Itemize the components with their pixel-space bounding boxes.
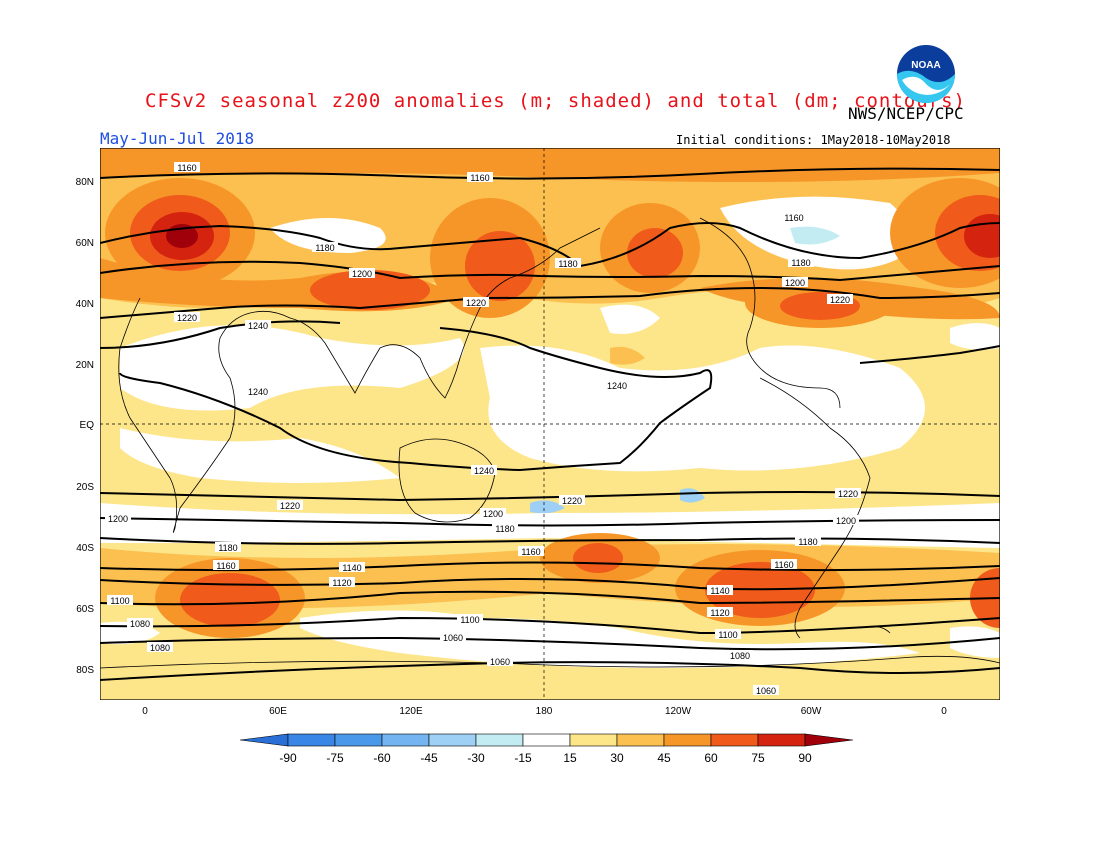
- colorbar: -90 -75 -60 -45 -30 -15 15 30 45 60 75 90: [240, 733, 854, 765]
- lat-label: 80N: [76, 177, 94, 188]
- colorbar-label: 30: [610, 751, 624, 765]
- colorbar-segment: [569, 733, 618, 747]
- lat-label: 20S: [76, 482, 94, 493]
- lat-label: 60N: [76, 238, 94, 249]
- colorbar-segment: [381, 733, 430, 747]
- colorbar-label: 60: [704, 751, 718, 765]
- colorbar-label: -60: [373, 751, 391, 765]
- contour-label: 1240: [474, 466, 494, 476]
- colorbar-label: 45: [657, 751, 671, 765]
- contour-label: 1200: [483, 509, 503, 519]
- contour-label: 1060: [756, 686, 776, 696]
- lat-label: 80S: [76, 665, 94, 676]
- contour-label: 1120: [710, 608, 729, 618]
- lat-label: 60S: [76, 604, 94, 615]
- lon-label: 120E: [399, 706, 423, 717]
- colorbar-label: -90: [279, 751, 297, 765]
- contour-label: 1180: [315, 243, 334, 253]
- colorbar-segment: [710, 733, 759, 747]
- lon-label: 60E: [269, 706, 287, 717]
- colorbar-arrow-right: [804, 733, 854, 747]
- contour-label: 1180: [218, 543, 237, 553]
- colorbar-label: -75: [326, 751, 344, 765]
- lat-label: 40S: [76, 543, 94, 554]
- contour-label: 1080: [150, 643, 170, 653]
- initial-conditions-label: Initial conditions: 1May2018-10May2018: [676, 133, 951, 147]
- contour-label: 1240: [248, 321, 268, 331]
- contour-label: 1200: [836, 516, 856, 526]
- contour-label: 1220: [562, 496, 582, 506]
- colorbar-label: 90: [798, 751, 812, 765]
- contour-label: 1100: [460, 615, 479, 625]
- colorbar-label: -30: [467, 751, 485, 765]
- colorbar-segment: [475, 733, 524, 747]
- colorbar-segment: [522, 733, 571, 747]
- contour-label: 1180: [791, 258, 810, 268]
- contour-label: 1140: [710, 586, 729, 596]
- colorbar-label: -15: [514, 751, 532, 765]
- colorbar-segment: [287, 733, 336, 747]
- contour-label: 1240: [607, 381, 627, 391]
- contour-label: 1220: [280, 501, 300, 511]
- colorbar-segment: [428, 733, 477, 747]
- colorbar-segment: [616, 733, 665, 747]
- agency-label: NWS/NCEP/CPC: [848, 104, 964, 123]
- contour-label: 1060: [443, 633, 463, 643]
- contour-label: 1180: [798, 537, 817, 547]
- lat-label: 40N: [76, 299, 94, 310]
- contour-label: 1180: [558, 259, 577, 269]
- contour-label: 1160: [521, 547, 540, 557]
- lat-label: EQ: [80, 420, 95, 431]
- colorbar-label: 75: [751, 751, 765, 765]
- colorbar-segment: [757, 733, 806, 747]
- lon-label: 0: [941, 706, 947, 717]
- contour-label: 1200: [352, 269, 372, 279]
- contour-label: 1200: [108, 514, 128, 524]
- anomaly-map: 1160 1160 1160 1180 1180 1180 1200 1200 …: [100, 148, 1000, 700]
- contour-label: 1220: [830, 295, 850, 305]
- lon-label: 180: [536, 706, 553, 717]
- contour-label: 1160: [774, 560, 793, 570]
- colorbar-segment: [334, 733, 383, 747]
- contour-label: 1080: [730, 651, 750, 661]
- contour-label: 1080: [130, 619, 150, 629]
- contour-label: 1200: [785, 278, 805, 288]
- logo-text: NOAA: [911, 60, 940, 71]
- contour-label: 1120: [332, 578, 351, 588]
- contour-label: 1240: [248, 387, 268, 397]
- colorbar-segment: [663, 733, 712, 747]
- colorbar-label: 15: [563, 751, 577, 765]
- contour-label: 1220: [838, 489, 858, 499]
- season-label: May-Jun-Jul 2018: [100, 129, 255, 148]
- colorbar-arrow-left: [240, 733, 289, 747]
- chart-title: CFSv2 seasonal z200 anomalies (m; shaded…: [145, 90, 966, 112]
- lon-label: 120W: [665, 706, 692, 717]
- lat-label: 20N: [76, 360, 94, 371]
- contour-label: 1060: [490, 657, 510, 667]
- lon-label: 0: [142, 706, 148, 717]
- contour-label: 1160: [784, 213, 803, 223]
- contour-label: 1160: [470, 173, 489, 183]
- contour-label: 1100: [110, 596, 129, 606]
- colorbar-label: -45: [420, 751, 438, 765]
- noaa-logo: NOAA: [897, 45, 955, 103]
- lon-label: 60W: [801, 706, 822, 717]
- contour-label: 1160: [177, 163, 196, 173]
- contour-label: 1180: [495, 524, 514, 534]
- contour-label: 1220: [177, 313, 197, 323]
- contour-label: 1140: [342, 563, 361, 573]
- contour-label: 1220: [466, 298, 486, 308]
- contour-label: 1160: [216, 561, 235, 571]
- contour-label: 1100: [718, 630, 737, 640]
